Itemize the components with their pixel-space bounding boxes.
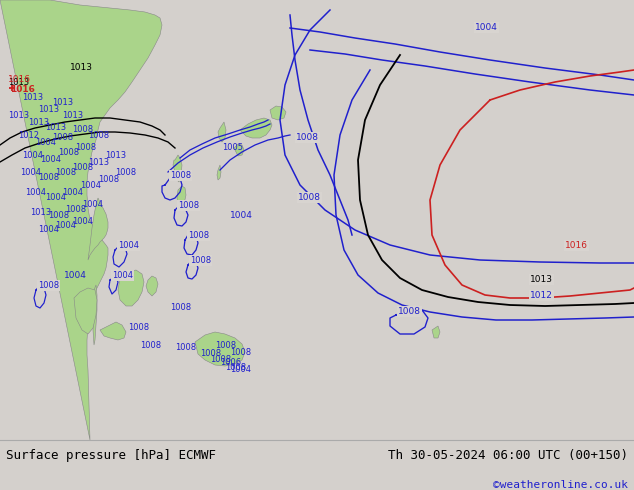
Text: 1004: 1004 <box>25 188 46 197</box>
Polygon shape <box>177 186 186 208</box>
Text: 1016: 1016 <box>565 241 588 250</box>
Text: 1008: 1008 <box>175 343 196 352</box>
Text: 1013: 1013 <box>70 63 93 72</box>
Text: 1013: 1013 <box>88 158 109 167</box>
Text: 1004: 1004 <box>55 221 76 230</box>
Polygon shape <box>100 322 126 340</box>
Text: 1012: 1012 <box>18 131 39 140</box>
Text: 1004: 1004 <box>22 151 43 160</box>
Text: 1004: 1004 <box>40 155 61 164</box>
Text: 1004: 1004 <box>230 365 251 374</box>
Text: 1008: 1008 <box>190 256 211 265</box>
Text: 1006: 1006 <box>220 358 241 367</box>
Text: 1008: 1008 <box>178 201 199 210</box>
Text: 1013: 1013 <box>22 93 43 102</box>
Text: Surface pressure [hPa] ECMWF: Surface pressure [hPa] ECMWF <box>6 448 216 462</box>
Text: 1012: 1012 <box>530 291 553 300</box>
Text: 1013: 1013 <box>28 118 49 127</box>
Text: 1008: 1008 <box>72 163 93 172</box>
Text: 1013: 1013 <box>105 151 126 160</box>
Text: 1013: 1013 <box>52 98 73 107</box>
Text: 1013: 1013 <box>8 78 29 87</box>
Text: 1013: 1013 <box>45 123 66 132</box>
Text: 1013: 1013 <box>8 111 29 120</box>
Polygon shape <box>88 198 108 260</box>
Text: 1008: 1008 <box>170 171 191 180</box>
Text: 1008: 1008 <box>230 348 251 357</box>
Text: 1004: 1004 <box>38 225 59 234</box>
Text: 1004: 1004 <box>82 200 103 209</box>
Text: 1008: 1008 <box>58 148 79 157</box>
Text: Th 30-05-2024 06:00 UTC (00+150): Th 30-05-2024 06:00 UTC (00+150) <box>387 448 628 462</box>
Text: 1016: 1016 <box>8 75 31 84</box>
Text: 1004: 1004 <box>80 181 101 190</box>
Polygon shape <box>270 106 286 120</box>
Text: 1008: 1008 <box>170 303 191 312</box>
Text: 1004: 1004 <box>230 211 253 220</box>
Text: 1008: 1008 <box>115 168 136 177</box>
Text: 1016: 1016 <box>10 85 35 94</box>
Text: 1008: 1008 <box>88 131 109 140</box>
Text: 1004: 1004 <box>62 188 83 197</box>
Text: 1008: 1008 <box>75 143 96 152</box>
Polygon shape <box>93 285 97 345</box>
Polygon shape <box>195 332 245 366</box>
Polygon shape <box>74 288 97 334</box>
Polygon shape <box>0 0 162 440</box>
Text: 1004: 1004 <box>35 138 56 147</box>
Text: 1008: 1008 <box>38 173 59 182</box>
Polygon shape <box>218 122 226 142</box>
Text: 1013: 1013 <box>530 275 553 284</box>
Text: 1004: 1004 <box>112 271 133 280</box>
Polygon shape <box>432 326 440 338</box>
Text: 1008: 1008 <box>398 307 421 316</box>
Text: 1008: 1008 <box>200 349 221 358</box>
Polygon shape <box>146 276 158 296</box>
Text: 1004: 1004 <box>45 193 66 202</box>
Text: 1004: 1004 <box>475 23 498 32</box>
Polygon shape <box>217 165 221 180</box>
Text: 1008: 1008 <box>52 133 73 142</box>
Text: 1004: 1004 <box>64 271 87 280</box>
Text: 1008: 1008 <box>140 341 161 350</box>
Text: 1008: 1008 <box>296 133 319 142</box>
Text: 1005: 1005 <box>222 143 243 152</box>
Text: 1008: 1008 <box>55 168 76 177</box>
Text: 1008: 1008 <box>298 193 321 202</box>
Text: 1008: 1008 <box>225 363 246 372</box>
Text: 1008: 1008 <box>65 205 86 214</box>
Text: 1008: 1008 <box>48 211 69 220</box>
Polygon shape <box>118 270 144 306</box>
Polygon shape <box>234 144 244 156</box>
Text: 1013: 1013 <box>38 105 59 114</box>
Text: 1008: 1008 <box>38 281 59 290</box>
Text: 1008: 1008 <box>215 341 236 350</box>
Polygon shape <box>240 118 272 138</box>
Text: 1004: 1004 <box>72 217 93 226</box>
Text: 1008: 1008 <box>188 231 209 240</box>
Text: 1004: 1004 <box>20 168 41 177</box>
Text: 1008: 1008 <box>128 323 149 332</box>
Text: 1008: 1008 <box>98 175 119 184</box>
Text: 1013: 1013 <box>30 208 51 217</box>
Text: 1008: 1008 <box>72 125 93 134</box>
Text: 1008: 1008 <box>210 355 231 364</box>
Text: 1013: 1013 <box>62 111 83 120</box>
Text: 1004: 1004 <box>118 241 139 250</box>
Text: ©weatheronline.co.uk: ©weatheronline.co.uk <box>493 480 628 490</box>
Polygon shape <box>173 155 182 182</box>
